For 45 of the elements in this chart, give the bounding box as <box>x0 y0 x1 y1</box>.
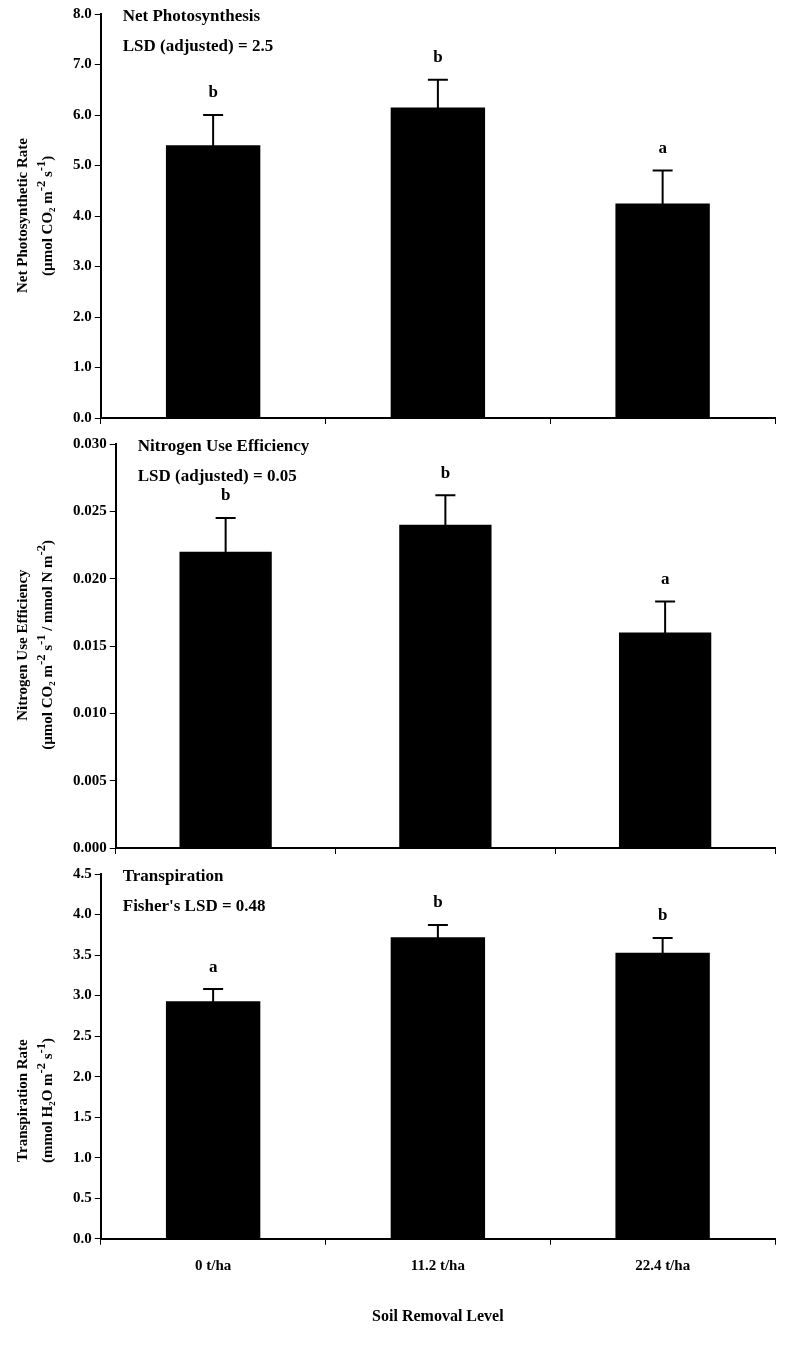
y-tick-label: 0.025 <box>73 502 107 519</box>
y-tick-label: 1.0 <box>73 358 92 375</box>
chart-title: Net Photosynthesis <box>122 5 261 25</box>
y-tick-label: 0.000 <box>73 838 107 855</box>
text: LSD (adjusted) = 2.5 <box>122 35 274 55</box>
y-tick-label: 4.0 <box>73 905 92 922</box>
annotation: b <box>440 462 451 482</box>
annotation: b <box>433 892 443 912</box>
y-tick-label: 8.0 <box>73 4 92 21</box>
chart-title: Transpiration <box>122 865 225 885</box>
y-tick-label: 4.0 <box>73 206 92 223</box>
y-tick-label: 0.030 <box>73 434 107 451</box>
y-tick-label: 0.0 <box>73 1229 92 1246</box>
y-tick-label: 3.5 <box>73 945 92 962</box>
y-tick-label: 0.020 <box>73 569 107 586</box>
y-tick-label: 4.5 <box>73 864 92 881</box>
x-tick-label: 0 t/ha <box>194 1256 232 1273</box>
y-tick-label: 0.005 <box>73 771 107 788</box>
y-tick-label: 6.0 <box>73 105 92 122</box>
x-tick-label: 11.2 t/ha <box>410 1256 466 1273</box>
text: LSD (adjusted) = 0.05 <box>137 465 297 485</box>
y-tick-label: 1.0 <box>73 1148 92 1165</box>
chart-title: Nitrogen Use Efficiency <box>137 435 310 455</box>
y-tick-label: 3.0 <box>73 986 92 1003</box>
y-tick-label: 0.0 <box>73 408 92 425</box>
x-axis-title: Soil Removal Level <box>372 1306 505 1324</box>
y-tick-label: 3.0 <box>73 257 92 274</box>
x-tick-label: 22.4 t/ha <box>635 1256 691 1273</box>
y-tick-label: 2.5 <box>73 1027 92 1044</box>
annotation: b <box>220 485 231 505</box>
y-tick-label: 7.0 <box>73 55 92 72</box>
y-tick-label: 0.5 <box>73 1189 92 1206</box>
annotation: a <box>660 568 670 588</box>
y-tick-label: 2.0 <box>73 307 92 324</box>
y-tick-label: 0.010 <box>73 704 107 721</box>
y-tick-label: 0.015 <box>73 636 107 653</box>
annotation: b <box>208 82 218 102</box>
y-tick-label: 2.0 <box>73 1067 92 1084</box>
annotation: b <box>657 905 668 925</box>
annotation: a <box>208 956 218 976</box>
y-tick-label: 5.0 <box>73 156 92 173</box>
annotation: b <box>433 47 443 67</box>
y-tick-label: 1.5 <box>73 1108 92 1125</box>
annotation: a <box>658 137 668 157</box>
text: Fisher's LSD = 0.48 <box>122 895 266 915</box>
